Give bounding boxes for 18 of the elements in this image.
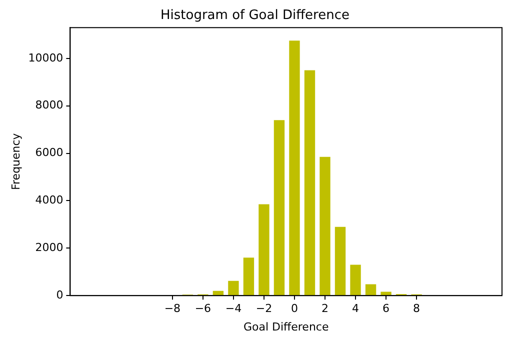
x-tick-label: −2 bbox=[256, 302, 272, 316]
y-tick-label: 8000 bbox=[35, 98, 64, 112]
x-tick-label: 6 bbox=[382, 302, 390, 316]
x-tick-label: 0 bbox=[290, 302, 298, 316]
x-tick-label: 2 bbox=[322, 302, 329, 316]
y-tick-label: 6000 bbox=[35, 146, 64, 160]
x-tick-label: −4 bbox=[225, 302, 242, 316]
y-tick-label: 10000 bbox=[28, 51, 64, 64]
x-tick-label: −8 bbox=[164, 302, 181, 316]
y-tick-label: 2000 bbox=[35, 241, 64, 254]
x-tick-label: −6 bbox=[194, 302, 212, 316]
y-axis-title: Frequency bbox=[9, 132, 22, 190]
chart-title: Histogram of Goal Difference bbox=[160, 8, 350, 24]
y-tick-label: 0 bbox=[56, 288, 64, 302]
x-tick-label: 4 bbox=[352, 302, 360, 316]
x-axis-title: Goal Difference bbox=[243, 320, 329, 334]
y-tick-label: 4000 bbox=[35, 194, 64, 207]
x-tick-label: 8 bbox=[413, 302, 420, 316]
